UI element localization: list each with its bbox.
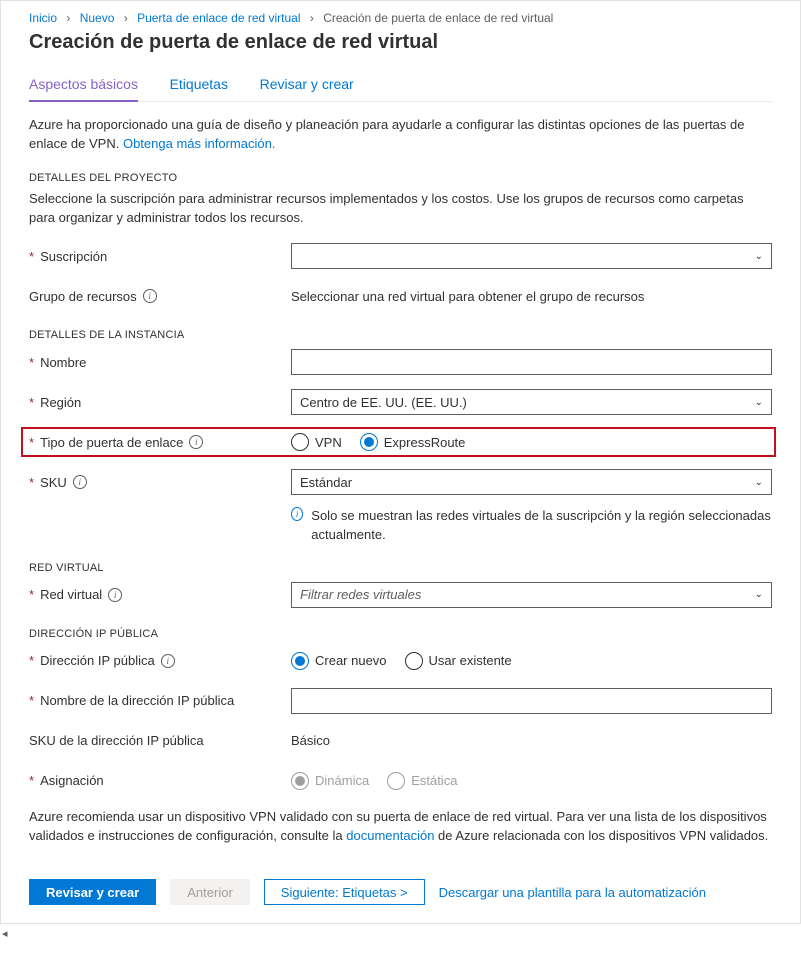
label-subscription: *Suscripción — [29, 249, 291, 264]
info-icon[interactable]: i — [161, 654, 175, 668]
pip-name-input[interactable] — [291, 688, 772, 714]
radio-icon — [291, 772, 309, 790]
breadcrumb: Inicio › Nuevo › Puerta de enlace de red… — [29, 11, 772, 25]
info-icon[interactable]: i — [108, 588, 122, 602]
radio-icon — [387, 772, 405, 790]
radio-icon — [291, 652, 309, 670]
chevron-right-icon: › — [124, 11, 128, 25]
tab-basics[interactable]: Aspectos básicos — [29, 68, 138, 102]
learn-more-link[interactable]: Obtenga más información. — [123, 136, 275, 151]
pip-sku-value: Básico — [291, 733, 330, 748]
label-sku: *SKU i — [29, 475, 291, 490]
chevron-down-icon: ⌄ — [755, 397, 763, 408]
label-vnet: *Red virtual i — [29, 587, 291, 602]
tab-review[interactable]: Revisar y crear — [260, 68, 354, 100]
review-create-button[interactable]: Revisar y crear — [29, 879, 156, 905]
info-icon[interactable]: i — [143, 289, 157, 303]
vnet-info-note: i Solo se muestran las redes virtuales d… — [291, 507, 772, 543]
scroll-left-icon[interactable] — [0, 924, 801, 938]
info-icon[interactable]: i — [189, 435, 203, 449]
next-button[interactable]: Siguiente: Etiquetas > — [264, 879, 425, 905]
section-desc-project: Seleccione la suscripción para administr… — [29, 190, 772, 228]
chevron-down-icon: ⌄ — [755, 251, 763, 262]
section-header-pip: DIRECCIÓN IP PÚBLICA — [29, 628, 772, 640]
region-select[interactable]: Centro de EE. UU. (EE. UU.) ⌄ — [291, 389, 772, 415]
radio-vpn[interactable]: VPN — [291, 433, 342, 451]
radio-assign-dynamic: Dinámica — [291, 772, 369, 790]
page-title: Creación de puerta de enlace de red virt… — [29, 31, 772, 54]
info-icon[interactable]: i — [73, 475, 87, 489]
label-resource-group: Grupo de recursos i — [29, 289, 291, 304]
label-pip-name: *Nombre de la dirección IP pública — [29, 693, 291, 708]
label-name: *Nombre — [29, 355, 291, 370]
chevron-right-icon: › — [310, 11, 314, 25]
chevron-right-icon: › — [66, 11, 70, 25]
chevron-down-icon: ⌄ — [755, 589, 763, 600]
breadcrumb-item[interactable]: Puerta de enlace de red virtual — [137, 11, 300, 25]
radio-icon — [405, 652, 423, 670]
download-template-link[interactable]: Descargar una plantilla para la automati… — [439, 885, 706, 900]
breadcrumb-item[interactable]: Inicio — [29, 11, 57, 25]
chevron-down-icon: ⌄ — [755, 477, 763, 488]
radio-icon — [360, 433, 378, 451]
label-assignment: *Asignación — [29, 773, 291, 788]
radio-pip-existing[interactable]: Usar existente — [405, 652, 512, 670]
radio-icon — [291, 433, 309, 451]
radio-assign-static: Estática — [387, 772, 457, 790]
label-pip: *Dirección IP pública i — [29, 653, 291, 668]
section-header-instance: DETALLES DE LA INSTANCIA — [29, 329, 772, 341]
gateway-type-row-highlight: *Tipo de puerta de enlace i VPN ExpressR… — [21, 427, 776, 457]
label-region: *Región — [29, 395, 291, 410]
info-icon: i — [291, 507, 303, 521]
intro-text: Azure ha proporcionado una guía de diseñ… — [29, 116, 772, 154]
name-input[interactable] — [291, 349, 772, 375]
action-bar: Revisar y crear Anterior Siguiente: Etiq… — [29, 865, 772, 905]
documentation-link[interactable]: documentación — [346, 828, 434, 843]
tab-tags[interactable]: Etiquetas — [170, 68, 228, 100]
subscription-select[interactable]: ⌄ — [291, 243, 772, 269]
label-gateway-type: *Tipo de puerta de enlace i — [29, 435, 291, 450]
breadcrumb-current: Creación de puerta de enlace de red virt… — [323, 11, 553, 25]
label-pip-sku: SKU de la dirección IP pública — [29, 733, 291, 748]
resource-group-value: Seleccionar una red virtual para obtener… — [291, 289, 644, 304]
vnet-select[interactable]: Filtrar redes virtuales ⌄ — [291, 582, 772, 608]
section-header-vnet: RED VIRTUAL — [29, 562, 772, 574]
tabs: Aspectos básicos Etiquetas Revisar y cre… — [29, 68, 772, 102]
breadcrumb-item[interactable]: Nuevo — [80, 11, 115, 25]
section-header-project: DETALLES DEL PROYECTO — [29, 172, 772, 184]
sku-select[interactable]: Estándar ⌄ — [291, 469, 772, 495]
radio-expressroute[interactable]: ExpressRoute — [360, 433, 466, 451]
footer-note: Azure recomienda usar un dispositivo VPN… — [29, 808, 772, 846]
previous-button: Anterior — [170, 879, 250, 905]
radio-pip-new[interactable]: Crear nuevo — [291, 652, 387, 670]
